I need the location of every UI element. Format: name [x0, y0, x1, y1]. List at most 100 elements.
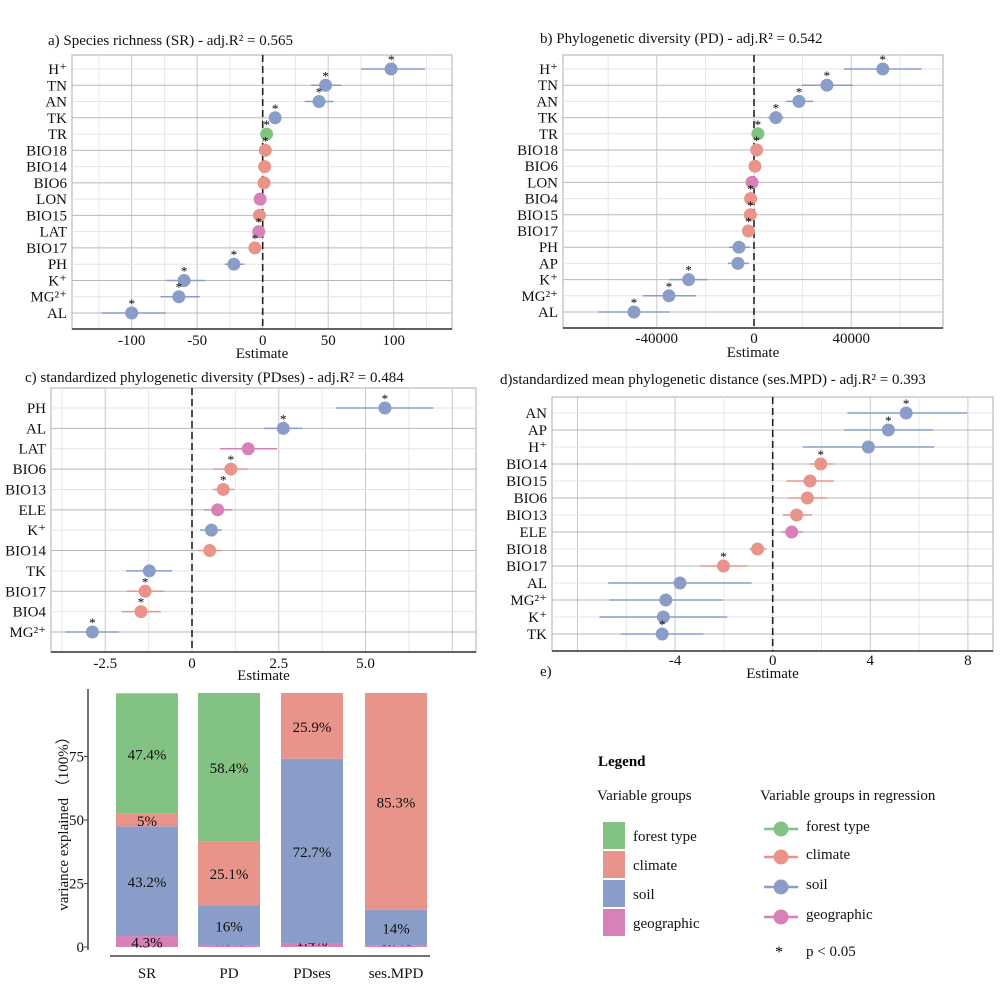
significance-star: *: [388, 52, 395, 67]
variable-label: LAT: [40, 225, 68, 241]
significance-star: *: [753, 133, 760, 148]
significance-star: *: [659, 617, 666, 632]
panel-b-title: b) Phylogenetic diversity (PD) - adj.R² …: [540, 31, 823, 47]
variable-label: ELE: [520, 525, 548, 541]
x-axis-label: Estimate: [236, 346, 289, 362]
estimate-point: [659, 593, 673, 607]
bar-segment: [116, 936, 178, 947]
significance-star: *: [228, 452, 235, 467]
estimate-point: [258, 160, 272, 174]
variable-label: PH: [48, 257, 67, 273]
variable-label: AL: [26, 421, 46, 437]
estimate-point: [800, 491, 814, 505]
significance-star: *: [231, 247, 238, 262]
variable-label: BIO15: [517, 208, 558, 224]
variable-label: BIO17: [506, 559, 547, 575]
y-tick-label: 0: [77, 940, 85, 956]
variable-label: PH: [27, 401, 46, 417]
variable-label: H⁺: [48, 62, 67, 78]
legend: Legend Variable groups Variable groups i…: [597, 754, 936, 961]
estimate-point: [656, 610, 670, 624]
panel-a-title: a) Species richness (SR) - adj.R² = 0.56…: [48, 33, 293, 49]
estimate-point: [790, 508, 804, 522]
bar-segment: [116, 813, 178, 827]
variable-label: AL: [47, 306, 67, 322]
significance-star: *: [256, 215, 263, 230]
legend-point: [773, 849, 789, 865]
legend-swatch: [603, 851, 625, 878]
x-axis-label: Estimate: [746, 666, 799, 682]
variable-label: K⁺: [48, 273, 67, 289]
significance-star: *: [220, 472, 227, 487]
variable-label: AP: [528, 423, 547, 439]
significance-star: *: [181, 263, 188, 278]
panel-d-title: d)standardized mean phylogenetic distanc…: [500, 372, 926, 388]
variable-label: TR: [539, 127, 558, 143]
variable-label: BIO6: [514, 491, 548, 507]
x-tick-label: -40000: [636, 331, 679, 347]
bar-segment: [281, 758, 343, 944]
variable-label: TN: [47, 78, 67, 94]
bar-value-label: 4.3%: [131, 936, 162, 952]
estimate-point: [662, 289, 676, 303]
variable-label: AL: [527, 576, 547, 592]
legend-swatch: [603, 822, 625, 849]
variable-label: TK: [527, 627, 547, 643]
legend-point: [773, 909, 789, 925]
variable-label: AN: [45, 95, 67, 111]
estimate-point: [384, 62, 398, 76]
estimate-point: [378, 401, 392, 415]
bar-value-label: 14%: [382, 921, 410, 937]
variable-label: MG²⁺: [9, 625, 46, 641]
variable-label: BIO15: [26, 208, 67, 224]
significance-star: *: [824, 68, 831, 83]
x-tick-label: 5.0: [356, 656, 375, 672]
legend-swatch-label: climate: [633, 858, 677, 874]
estimate-point: [751, 542, 765, 556]
bar-segment: [116, 693, 178, 814]
estimate-point: [227, 257, 241, 271]
variable-label: BIO14: [26, 160, 67, 176]
legend-point-label: forest type: [806, 819, 870, 835]
significance-star: *: [747, 198, 754, 213]
legend-swatch-label: geographic: [633, 916, 700, 932]
significance-star: *: [631, 295, 638, 310]
estimate-point: [682, 273, 696, 287]
variable-label: BIO4: [13, 605, 47, 621]
x-axis-label: Estimate: [727, 345, 780, 361]
estimate-point: [253, 192, 267, 206]
bar-segment: [198, 945, 260, 947]
bar-segment: [198, 693, 260, 842]
variable-label: BIO18: [26, 143, 67, 159]
variable-label: H⁺: [528, 440, 547, 456]
significance-star: *: [322, 68, 329, 83]
bar-value-label: 47.4%: [128, 747, 167, 763]
significance-star: *: [142, 574, 149, 589]
x-tick-label: -50: [187, 333, 207, 349]
estimate-point: [803, 474, 817, 488]
y-tick-label: 75: [69, 750, 84, 766]
variable-label: MG²⁺: [510, 593, 547, 609]
bar-segment: [198, 841, 260, 906]
legend-swatch-label: forest type: [633, 829, 697, 845]
variable-label: BIO17: [517, 224, 558, 240]
estimate-point: [731, 256, 745, 270]
x-tick-label: -4: [669, 653, 682, 669]
variable-label: ELE: [19, 503, 47, 519]
variable-label: TK: [26, 564, 46, 580]
legend-swatch-label: soil: [633, 887, 655, 903]
estimate-point: [876, 62, 890, 76]
estimate-point: [820, 78, 834, 92]
legend-regression-title: Variable groups in regression: [760, 788, 936, 804]
variable-label: AL: [538, 305, 558, 321]
estimate-point: [224, 462, 238, 476]
estimate-point: [252, 208, 266, 222]
legend-sig-symbol: *: [775, 944, 783, 961]
variable-label: LON: [527, 175, 558, 191]
estimate-point: [241, 442, 255, 456]
bar-segment: [365, 909, 427, 946]
variable-label: BIO18: [506, 542, 547, 558]
estimate-point: [260, 127, 274, 141]
variable-label: BIO18: [517, 143, 558, 159]
